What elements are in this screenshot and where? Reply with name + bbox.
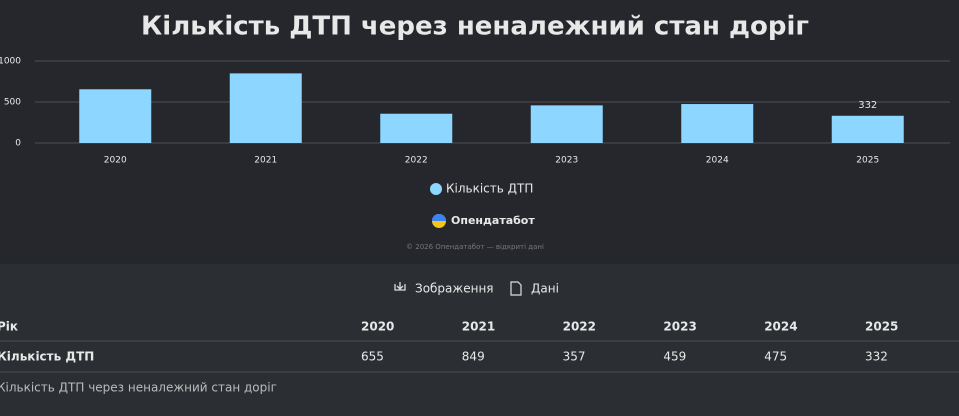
- chart-title: Кількість ДТП через неналежний стан дорі…: [141, 12, 809, 42]
- x-tick-label: 2025: [856, 156, 879, 166]
- x-tick-label: 2024: [706, 156, 729, 166]
- table-header-cell: 2021: [462, 320, 495, 334]
- button-label[interactable]: Дані: [531, 282, 559, 296]
- table-cell: 655: [361, 350, 384, 364]
- y-tick-label: 1000: [0, 57, 21, 67]
- button-label[interactable]: Зображення: [415, 282, 494, 296]
- table-row-label: Кількість ДТП: [0, 350, 94, 364]
- table-header-label: Рік: [0, 320, 18, 334]
- table-header-cell: 2020: [361, 320, 394, 334]
- value-label: 332: [858, 100, 877, 111]
- x-tick-label: 2021: [254, 156, 277, 166]
- table-header-cell: 2024: [764, 320, 797, 334]
- chart-panel: [0, 0, 959, 264]
- legend-marker: [430, 183, 442, 195]
- image-button[interactable]: Зображення: [394, 282, 494, 296]
- bar: [831, 115, 904, 143]
- file-icon: [510, 281, 522, 296]
- bar: [380, 113, 453, 143]
- table-header-cell: 2025: [865, 320, 898, 334]
- bar: [530, 105, 603, 143]
- table-cell: 332: [865, 350, 888, 364]
- brand-icon-top: [432, 214, 446, 221]
- x-tick-label: 2020: [104, 156, 127, 166]
- table-header-cell: 2022: [563, 320, 596, 334]
- legend-label: Кількість ДТП: [446, 182, 533, 196]
- download-icon: [394, 282, 406, 291]
- table-cell: 475: [764, 350, 787, 364]
- data-button[interactable]: Дані: [510, 281, 559, 296]
- bar: [229, 73, 302, 143]
- bar: [681, 104, 754, 143]
- brand: Опендатабот: [451, 214, 535, 227]
- bar: [79, 89, 152, 143]
- table-cell: 849: [462, 350, 485, 364]
- table-cell: 459: [663, 350, 686, 364]
- x-tick-label: 2022: [405, 156, 428, 166]
- table-header-cell: 2023: [663, 320, 696, 334]
- y-tick-label: 500: [4, 98, 21, 108]
- table-caption: Кількість ДТП через неналежний стан дорі…: [0, 381, 277, 395]
- copyright: © 2026 Опендатабот — відкриті дані: [406, 243, 544, 251]
- table-cell: 357: [563, 350, 586, 364]
- x-tick-label: 2023: [555, 156, 578, 166]
- y-tick-label: 0: [15, 139, 21, 149]
